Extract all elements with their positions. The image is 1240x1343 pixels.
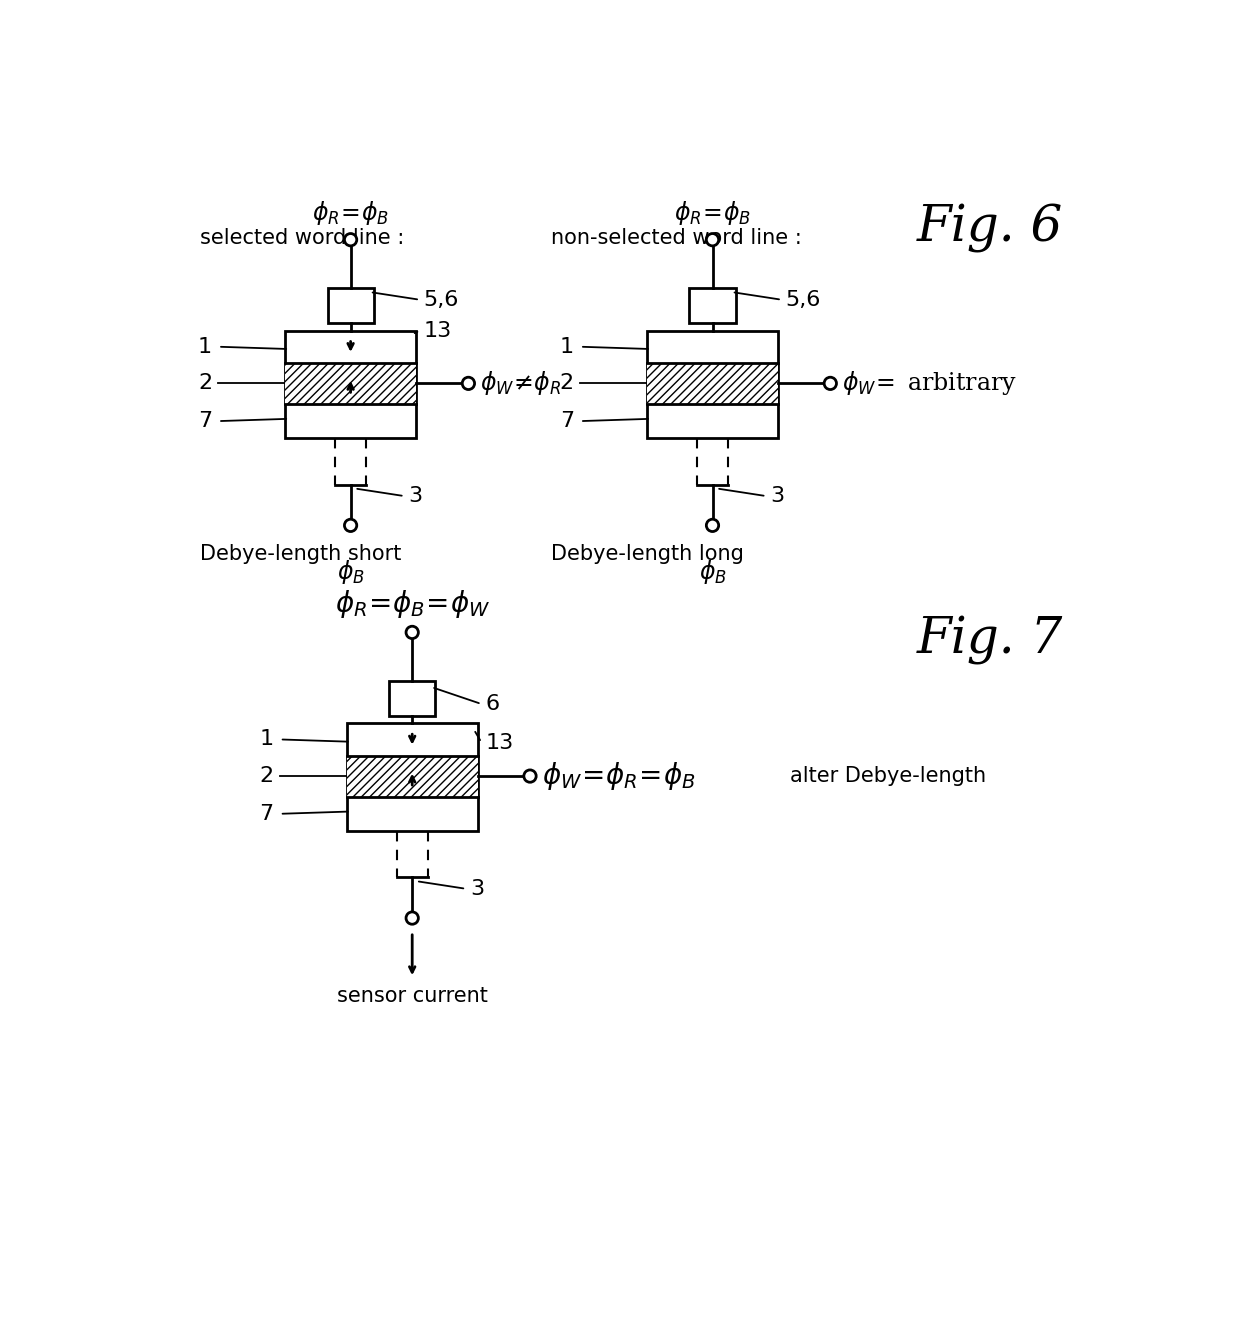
Text: 3: 3 bbox=[408, 486, 423, 506]
Circle shape bbox=[825, 377, 837, 389]
Text: 2: 2 bbox=[259, 766, 274, 786]
Circle shape bbox=[345, 520, 357, 532]
Text: selected word line :: selected word line : bbox=[201, 228, 404, 248]
Circle shape bbox=[523, 770, 536, 782]
Text: 5,6: 5,6 bbox=[786, 290, 821, 310]
Text: $\phi_R\!=\!\phi_B\!=\!\phi_W$: $\phi_R\!=\!\phi_B\!=\!\phi_W$ bbox=[335, 588, 490, 620]
Text: 7: 7 bbox=[259, 804, 274, 823]
Text: $\phi_B$: $\phi_B$ bbox=[336, 559, 365, 587]
Text: sensor current: sensor current bbox=[337, 986, 487, 1006]
Bar bbox=[285, 330, 417, 438]
Text: 7: 7 bbox=[198, 411, 212, 431]
Circle shape bbox=[405, 626, 418, 638]
Text: 7: 7 bbox=[559, 411, 574, 431]
Text: $\phi_W\!=\!\phi_R\!=\!\phi_B$: $\phi_W\!=\!\phi_R\!=\!\phi_B$ bbox=[542, 760, 696, 792]
Text: Debye-length short: Debye-length short bbox=[201, 544, 402, 564]
Bar bbox=[647, 363, 777, 404]
Text: 2: 2 bbox=[198, 373, 212, 393]
Text: 3: 3 bbox=[770, 486, 785, 506]
Bar bbox=[347, 756, 477, 796]
Bar bbox=[347, 724, 477, 831]
Circle shape bbox=[405, 912, 418, 924]
Text: Fig. 6: Fig. 6 bbox=[916, 204, 1063, 252]
Circle shape bbox=[345, 234, 357, 246]
Text: alter Debye-length: alter Debye-length bbox=[790, 766, 986, 786]
Text: 5,6: 5,6 bbox=[424, 290, 459, 310]
Text: $\phi_W\!\neq\!\phi_R$: $\phi_W\!\neq\!\phi_R$ bbox=[480, 369, 562, 398]
Bar bbox=[689, 289, 735, 322]
Text: 13: 13 bbox=[485, 732, 513, 752]
Bar bbox=[647, 330, 777, 438]
Text: 1: 1 bbox=[559, 337, 574, 357]
Text: $\phi_R\!=\!\phi_B$: $\phi_R\!=\!\phi_B$ bbox=[312, 199, 389, 227]
Circle shape bbox=[707, 520, 719, 532]
Text: 2: 2 bbox=[559, 373, 574, 393]
Text: $\phi_W\!=$ arbitrary: $\phi_W\!=$ arbitrary bbox=[842, 369, 1017, 398]
Bar bbox=[389, 681, 435, 716]
Text: 1: 1 bbox=[198, 337, 212, 357]
Text: $\phi_R\!=\!\phi_B$: $\phi_R\!=\!\phi_B$ bbox=[675, 199, 751, 227]
Text: 6: 6 bbox=[485, 694, 500, 714]
Text: 13: 13 bbox=[424, 321, 453, 341]
Text: 3: 3 bbox=[470, 878, 484, 898]
Bar bbox=[285, 363, 417, 404]
Text: Fig. 7: Fig. 7 bbox=[916, 615, 1063, 665]
Text: Debye-length long: Debye-length long bbox=[551, 544, 744, 564]
Circle shape bbox=[707, 234, 719, 246]
Text: non-selected word line :: non-selected word line : bbox=[551, 228, 801, 248]
Text: 1: 1 bbox=[259, 729, 274, 749]
Text: $\phi_B$: $\phi_B$ bbox=[698, 559, 727, 587]
Circle shape bbox=[463, 377, 475, 389]
Bar bbox=[327, 289, 373, 322]
